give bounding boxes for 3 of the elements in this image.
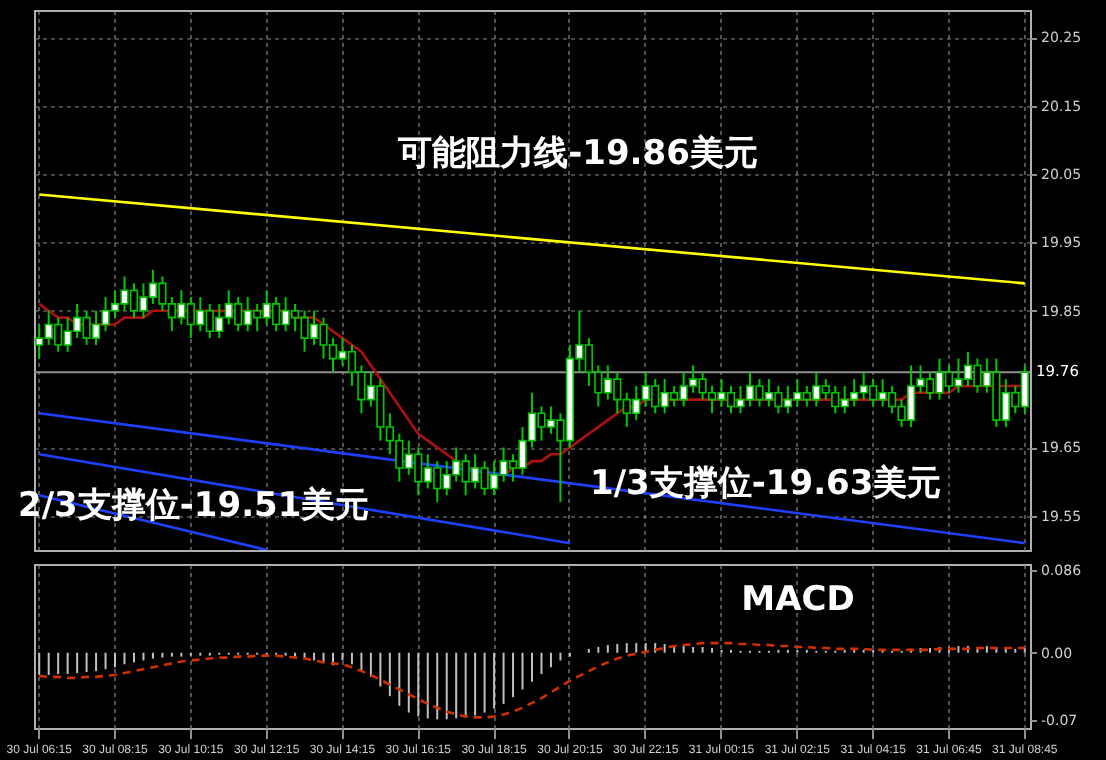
annotation: 可能阻力线-19.86美元 [396, 134, 758, 174]
annotation: MACD [741, 580, 855, 620]
line-series [37, 641, 1027, 719]
